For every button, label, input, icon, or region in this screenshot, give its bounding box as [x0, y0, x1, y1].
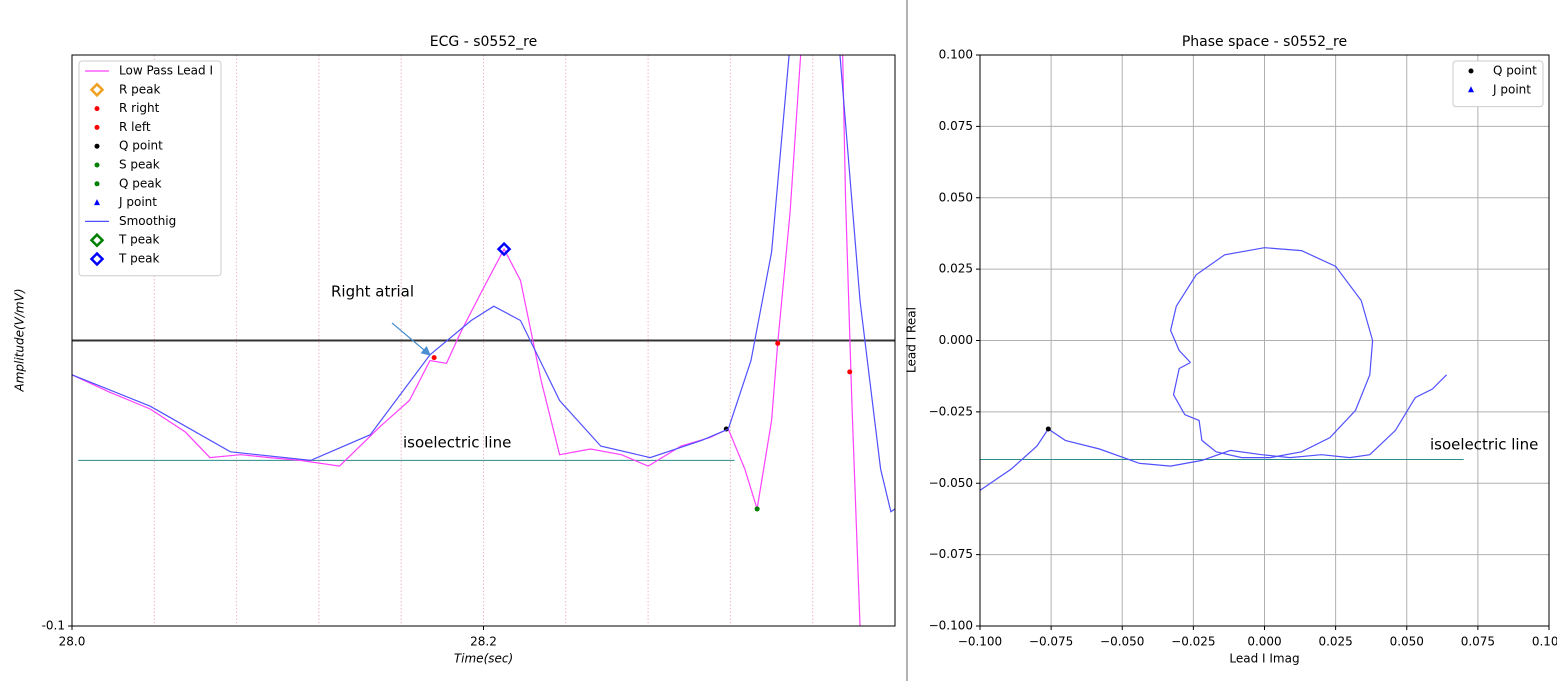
- y-tick-label: −0.025: [929, 404, 973, 418]
- legend-label: T peak: [118, 252, 159, 266]
- x-axis-label: Lead I Imag: [1229, 652, 1299, 666]
- legend-swatch: [94, 124, 100, 130]
- chart-title: Phase space - s0552_re: [1182, 34, 1347, 50]
- legend-swatch: [94, 143, 100, 149]
- y-tick-label: −0.075: [929, 547, 973, 561]
- legend-swatch: [94, 162, 100, 168]
- x-tick-label: −0.075: [1029, 635, 1073, 649]
- chart-title: ECG - s0552_re: [430, 34, 537, 50]
- x-tick-label: −0.100: [958, 635, 1002, 649]
- annotation: isoelectric line: [403, 434, 511, 452]
- legend-label: T peak: [118, 233, 159, 247]
- legend-swatch: [1468, 86, 1474, 93]
- x-tick-label: −0.050: [1100, 635, 1144, 649]
- legend-swatch: [89, 251, 105, 267]
- legend-label: Smoothig: [119, 214, 176, 228]
- y-tick-label: −0.100: [929, 619, 973, 633]
- x-tick-label: 28.0: [59, 635, 86, 649]
- legend-label: J point: [1492, 82, 1531, 96]
- legend-label: S peak: [119, 158, 160, 172]
- legend-label: Q point: [1493, 64, 1537, 78]
- y-tick-label: 0.075: [939, 119, 973, 133]
- x-tick-label: 0.075: [1461, 635, 1495, 649]
- legend-label: R peak: [119, 82, 161, 96]
- y-tick-label: 0.100: [939, 48, 973, 62]
- dot-marker: [754, 506, 760, 512]
- y-axis-label: Lead I Real: [905, 307, 919, 373]
- legend-box: [78, 60, 222, 277]
- legend-swatch: [89, 232, 105, 248]
- legend-label: Low Pass Lead I: [119, 64, 213, 78]
- series-line: [980, 247, 1448, 491]
- x-tick-label: 0.025: [1318, 635, 1352, 649]
- dot-marker: [1045, 426, 1051, 432]
- y-tick-label: −0.050: [929, 476, 973, 490]
- diamond-marker: [496, 241, 512, 257]
- y-axis-label: Amplitude(V/mV): [13, 288, 27, 392]
- dot-marker: [431, 355, 437, 361]
- legend-swatch: [94, 199, 100, 206]
- legend-label: R right: [119, 101, 160, 115]
- y-tick-label: -0.1: [42, 619, 65, 633]
- annotation: Right atrial: [331, 283, 414, 301]
- x-axis-label: Time(sec): [454, 652, 513, 666]
- legend-label: R left: [119, 120, 151, 134]
- series-line: [72, 55, 861, 626]
- y-tick-label: 0.000: [939, 333, 973, 347]
- y-tick-label: 0.050: [939, 190, 973, 204]
- x-tick-label: 0.000: [1247, 635, 1281, 649]
- legend-swatch: [94, 181, 100, 187]
- dot-marker: [775, 340, 781, 346]
- x-tick-label: −0.025: [1171, 635, 1215, 649]
- legend-label: J point: [118, 195, 157, 209]
- legend-label: Q peak: [119, 176, 162, 190]
- legend-box: [1452, 60, 1544, 108]
- x-tick-label: 0.100: [1532, 635, 1557, 649]
- legend-swatch: [89, 82, 105, 98]
- plot-area: [980, 55, 1549, 626]
- series-line: [72, 55, 895, 513]
- legend-swatch: [1468, 68, 1474, 74]
- x-tick-label: 0.050: [1390, 635, 1424, 649]
- x-tick-label: 28.2: [470, 635, 497, 649]
- legend-label: Q point: [119, 139, 163, 153]
- legend-swatch: [94, 106, 100, 112]
- dot-marker: [847, 369, 853, 375]
- annotation-arrow: [391, 322, 431, 356]
- annotation: isoelectric line: [1430, 436, 1538, 454]
- y-tick-label: 0.025: [939, 262, 973, 276]
